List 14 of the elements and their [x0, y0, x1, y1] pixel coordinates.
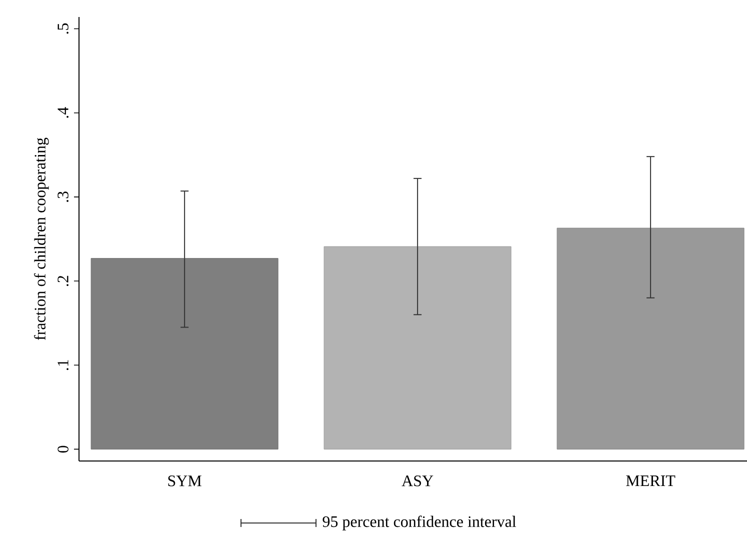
x-tick-label: SYM: [168, 476, 202, 486]
y-tick-label: .2: [58, 276, 68, 286]
y-tick-label: .1: [58, 360, 68, 370]
text: 95 percent confidence interval: [322, 516, 516, 530]
y-axis-title: fraction of children cooperating: [34, 138, 49, 340]
y-tick-label: 0: [58, 446, 68, 453]
x-tick-label: ASY: [402, 476, 434, 486]
bar: [324, 246, 512, 450]
y-tick-label: .4: [58, 107, 68, 118]
bar: [90, 258, 278, 450]
bar: [556, 228, 744, 450]
y-tick-label: .5: [58, 23, 68, 34]
y-tick-label: .3: [58, 192, 68, 202]
x-tick-label: MERIT: [626, 476, 676, 486]
